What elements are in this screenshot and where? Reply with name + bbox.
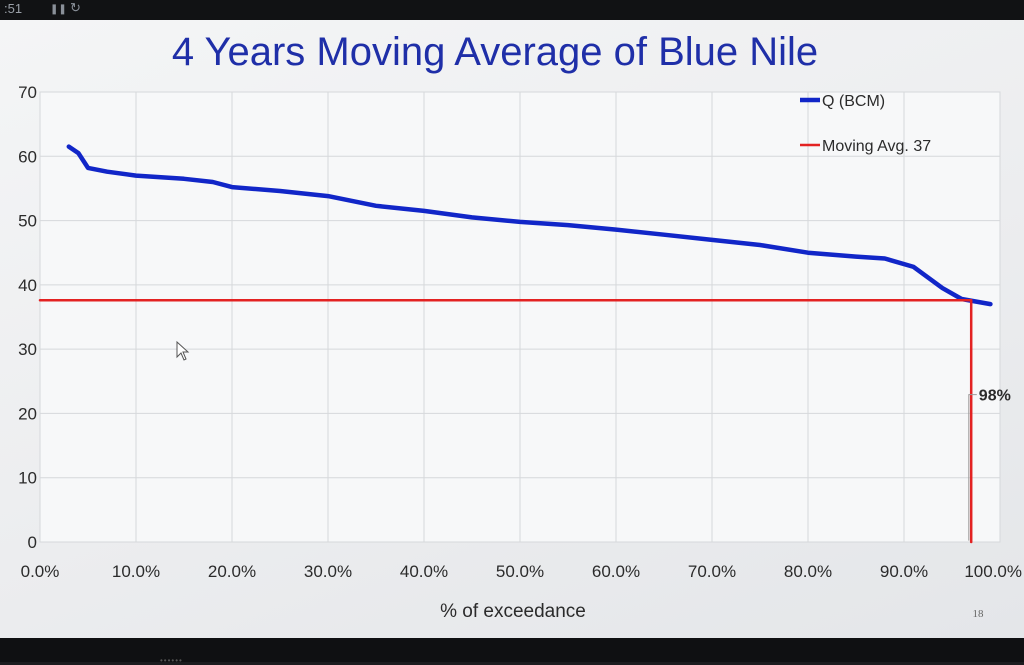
y-tick-label: 20 xyxy=(18,404,37,423)
series-line-q-bcm xyxy=(66,144,993,307)
pause-icon[interactable]: ❚❚ xyxy=(50,4,67,15)
x-tick-label: 80.0% xyxy=(784,562,832,581)
chart-axes: 0 10 20 30 40 50 60 70 0.0% 10.0% 20.0% 30.0% 40.0% 5… xyxy=(18,83,1022,581)
chart-legend: Q (BCM) Moving Avg. 37 xyxy=(800,93,931,155)
chart-series xyxy=(38,144,993,544)
y-tick-label: 30 xyxy=(18,340,37,359)
x-tick-label: 70.0% xyxy=(688,562,736,581)
status-time: :51 xyxy=(4,1,23,16)
y-tick-label: 0 xyxy=(28,533,37,552)
x-tick-label: 20.0% xyxy=(208,562,256,581)
chart-title: 4 Years Moving Average of Blue Nile xyxy=(172,30,818,74)
y-tick-label: 10 xyxy=(18,469,37,488)
y-tick-label: 40 xyxy=(18,276,37,295)
bottom-dots: •••••• xyxy=(160,656,183,665)
slide-number: 18 xyxy=(973,608,985,620)
screen-bottom-bar: •••••• xyxy=(0,638,1024,665)
refresh-icon[interactable]: ↻ xyxy=(70,0,81,15)
y-tick-label: 70 xyxy=(18,83,37,102)
annotation-label: 98% xyxy=(979,388,1011,405)
x-tick-label: 40.0% xyxy=(400,562,448,581)
mouse-cursor-icon xyxy=(176,340,190,361)
x-tick-label: 100.0% xyxy=(964,562,1022,581)
x-axis-label: % of exceedance xyxy=(440,601,586,622)
line-chart: 4 Years Moving Average of Blue Nile 0 10 2… xyxy=(18,30,1022,622)
screen-top-bar: :51 ❚❚ ↻ xyxy=(0,0,1024,20)
y-tick-label: 60 xyxy=(18,147,37,166)
y-tick-label: 50 xyxy=(18,212,37,231)
x-tick-label: 60.0% xyxy=(592,562,640,581)
annotation-leader xyxy=(968,394,977,541)
chart-annotations: 98% xyxy=(968,388,1011,541)
x-tick-label: 0.0% xyxy=(21,562,60,581)
x-tick-label: 90.0% xyxy=(880,562,928,581)
series-line-moving-avg xyxy=(38,299,973,544)
x-tick-label: 10.0% xyxy=(112,562,160,581)
chart-grid xyxy=(39,91,1001,543)
x-tick-label: 30.0% xyxy=(304,562,352,581)
x-tick-label: 50.0% xyxy=(496,562,544,581)
legend-entry: Q (BCM) xyxy=(822,93,885,110)
legend-entry: Moving Avg. 37 xyxy=(822,138,931,155)
